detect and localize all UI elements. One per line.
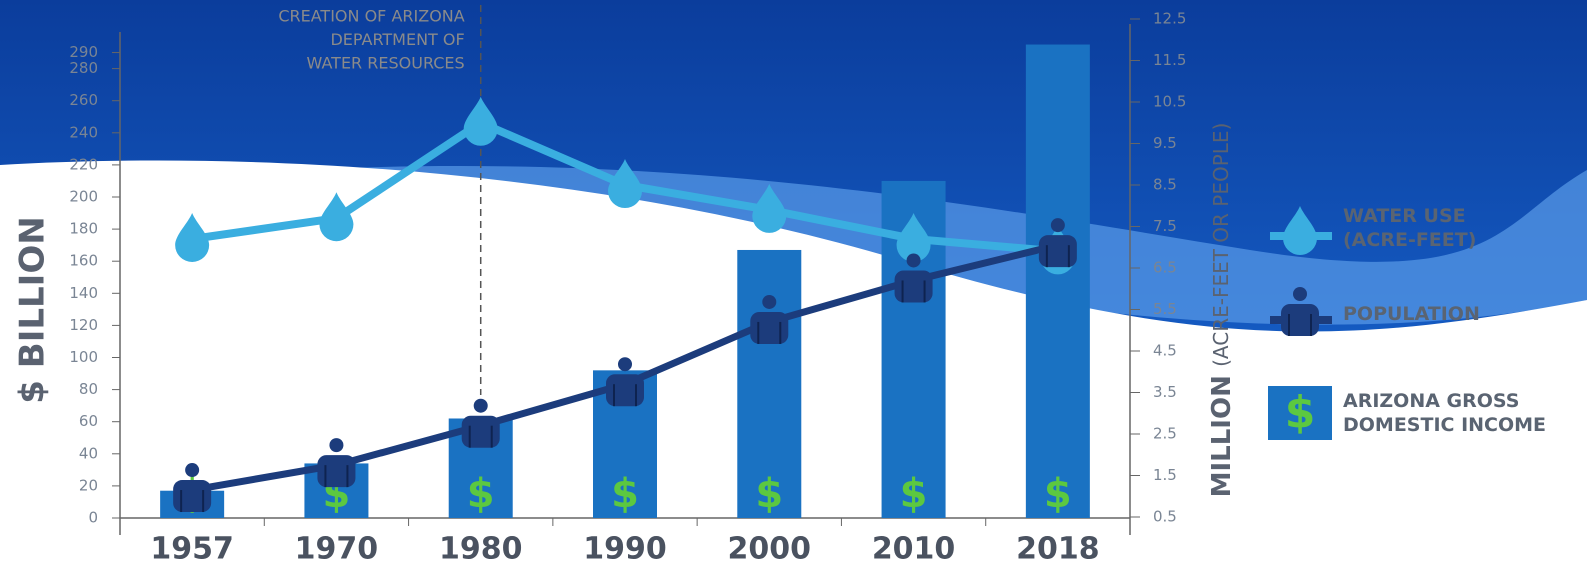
legend-person (1281, 287, 1319, 336)
water-marker (752, 183, 787, 233)
person-head (1293, 287, 1307, 301)
y2-tick-label: 10.5 (1153, 93, 1186, 111)
legend-drop (1283, 206, 1317, 255)
y-tick-label: 280 (69, 59, 98, 77)
x-tick-label: 1970 (295, 532, 379, 567)
person-body (750, 311, 789, 344)
dollar-icon: $ (755, 471, 783, 517)
dollar-icon: $ (1285, 387, 1316, 438)
legend-label: ARIZONA GROSS DOMESTIC INCOME (1343, 390, 1547, 436)
y-tick-label: 80 (79, 380, 98, 398)
dollar-icon: $ (467, 471, 495, 517)
water-marker (896, 212, 931, 262)
y-tick-label: 260 (69, 91, 98, 109)
x-tick-label: 1990 (583, 532, 667, 567)
y2-tick-label: 4.5 (1153, 342, 1177, 360)
person-body (894, 270, 933, 303)
y-tick-label: 240 (69, 123, 98, 141)
population-marker (173, 463, 212, 513)
annotation-text: CREATION OF ARIZONA (278, 7, 464, 26)
y-tick-label: 60 (79, 412, 98, 430)
y-tick-label: 220 (69, 155, 98, 173)
x-tick-label: 2000 (728, 532, 812, 567)
x-tick-label: 1980 (439, 532, 523, 567)
y2-tick-label: 8.5 (1153, 176, 1177, 194)
x-tick-label: 2010 (872, 532, 956, 567)
y2-tick-label: 11.5 (1153, 51, 1186, 69)
dollar-icon: $ (1044, 471, 1072, 517)
person-head (185, 463, 200, 478)
y-tick-label: 290 (69, 43, 98, 61)
y-tick-label: 100 (69, 348, 98, 366)
population-marker (461, 398, 500, 448)
water-marker (608, 159, 642, 208)
y2-tick-label: 0.5 (1153, 508, 1177, 526)
person-head (906, 253, 921, 268)
y-tick-label: 20 (79, 476, 98, 494)
y-tick-label: 120 (69, 316, 98, 334)
y2-axis-label: MILLION (ACRE-FEET OR PEOPLE) (1207, 123, 1237, 498)
bar (737, 249, 802, 518)
water-marker (463, 96, 498, 146)
person-body (173, 480, 212, 513)
person-head (329, 438, 344, 453)
water-marker (175, 212, 210, 262)
person-body (1038, 235, 1077, 268)
y-axis-label: $ BILLION (13, 216, 53, 403)
dollar-icon: $ (611, 471, 639, 517)
population-marker (894, 253, 933, 303)
y2-tick-label: 2.5 (1153, 425, 1177, 443)
population-marker (606, 357, 644, 407)
x-tick-label: 1957 (150, 532, 234, 567)
y2-tick-label: 1.5 (1153, 466, 1177, 484)
population-marker (317, 438, 356, 488)
person-head (618, 357, 632, 372)
y-tick-label: 180 (69, 220, 98, 238)
annotation-text: WATER RESOURCES (307, 54, 465, 73)
person-head (1050, 218, 1065, 233)
y-tick-label: 160 (69, 252, 98, 270)
person-head (762, 294, 777, 309)
legend-label: WATER USE (ACRE-FEET) (1343, 205, 1477, 251)
legend-swatch (1268, 386, 1332, 440)
x-tick-label: 2018 (1016, 532, 1100, 567)
y-tick-label: 200 (69, 188, 98, 206)
y2-axis-label-main: MILLION (1207, 375, 1237, 497)
person-body (606, 374, 644, 407)
y2-tick-label: 5.5 (1153, 300, 1177, 318)
y-tick-label: 40 (79, 444, 98, 462)
y2-tick-label: 9.5 (1153, 134, 1177, 152)
bar (1025, 44, 1090, 519)
population-marker (1038, 218, 1077, 268)
person-body (317, 455, 356, 488)
dollar-icon: $ (900, 471, 928, 517)
annotation-text: DEPARTMENT OF (330, 30, 464, 49)
person-body (461, 415, 500, 448)
y2-tick-label: 6.5 (1153, 259, 1177, 277)
y2-tick-label: 7.5 (1153, 217, 1177, 235)
person-body (1281, 304, 1319, 336)
water-marker (319, 192, 354, 242)
y-tick-label: 0 (88, 509, 98, 527)
y2-tick-label: 3.5 (1153, 383, 1177, 401)
y2-axis-label-unit: (ACRE-FEET OR PEOPLE) (1209, 123, 1233, 367)
y2-tick-label: 12.5 (1153, 10, 1186, 28)
y-tick-label: 140 (69, 284, 98, 302)
population-marker (750, 294, 789, 344)
person-head (473, 398, 488, 413)
legend-label: POPULATION (1343, 303, 1480, 325)
